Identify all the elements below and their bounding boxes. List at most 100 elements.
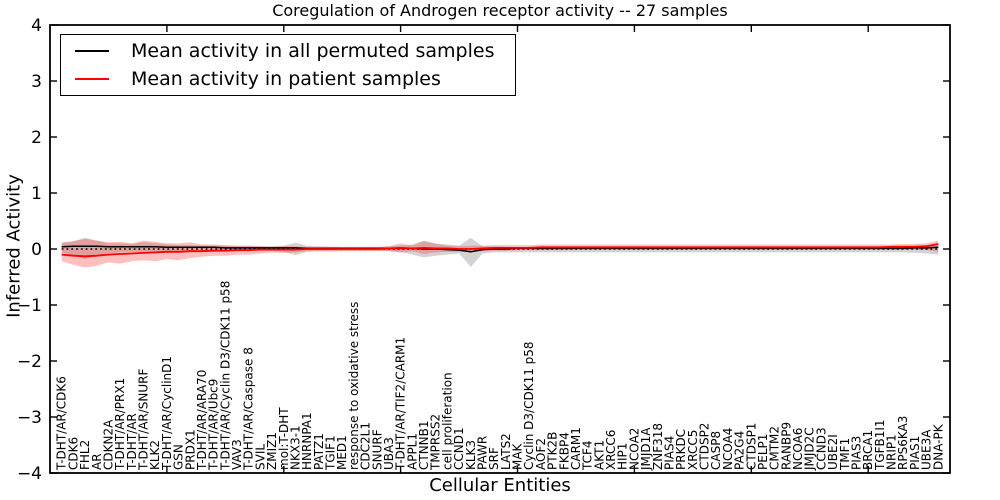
category-label: SNURF — [370, 429, 384, 470]
category-label: T-DHT/AR/Ubc9 — [207, 379, 221, 471]
category-label: NCOA4 — [721, 428, 735, 470]
category-label: UBE2I — [826, 434, 840, 470]
category-label: CCND1 — [452, 427, 466, 470]
category-label: TMPRSS2 — [429, 414, 443, 471]
chart-title: Coregulation of Androgen receptor activi… — [272, 1, 728, 20]
category-label: APPL1 — [405, 433, 419, 470]
y-tick-label: −4 — [17, 464, 42, 484]
mean-permuted-line — [61, 245, 939, 253]
category-label: UBA3 — [382, 437, 396, 470]
category-label: CTNNB1 — [417, 420, 431, 470]
category-label: MAK — [510, 442, 524, 470]
category-label: PIAS4 — [662, 436, 676, 470]
category-label: DNA-PK — [931, 423, 945, 470]
category-label: PRKDC — [674, 429, 688, 470]
category-label: LATS2 — [499, 433, 513, 470]
category-label: CTDSP1 — [744, 423, 758, 470]
category-label: JMJD1A — [639, 427, 653, 471]
category-label: Cyclin D3/CDK11 p58 — [522, 341, 536, 470]
y-tick-label: 2 — [31, 128, 42, 148]
category-label: TGIF1 — [323, 435, 337, 471]
category-label: KLK2 — [148, 440, 162, 470]
y-tick-label: 0 — [31, 240, 42, 260]
category-label: T-DHT/AR/CDK6 — [55, 376, 69, 471]
category-label: ZNF318 — [651, 423, 665, 470]
category-label: SRF — [487, 447, 501, 470]
category-label: T-DHT/AR/ARA70 — [195, 370, 209, 471]
y-tick-label: 4 — [31, 16, 42, 36]
category-label: PTK2B — [546, 432, 560, 470]
category-label: VAV3 — [230, 439, 244, 470]
category-label: GSN — [172, 444, 186, 470]
category-label: T-DHT/AR/Cyclin D3/CDK11 p58 — [218, 281, 232, 471]
category-label: PAWR — [475, 436, 489, 470]
category-label: T-DHT/AR/SNURF — [136, 369, 150, 472]
category-label: NCOA6 — [791, 428, 805, 470]
category-label: RPS6KA3 — [896, 416, 910, 470]
legend-label-patient: Mean activity in patient samples — [131, 67, 441, 90]
category-label: TCF4 — [581, 440, 595, 471]
category-label: UBE3A — [920, 429, 934, 470]
y-tick-label: −2 — [17, 352, 42, 372]
y-tick-label: −3 — [17, 408, 42, 428]
category-label: AKT1 — [592, 440, 606, 470]
x-axis-label: Cellular Entities — [429, 475, 571, 496]
category-label: HNRNPA1 — [300, 412, 314, 470]
category-label: TMF1 — [838, 438, 852, 471]
category-label: PELP1 — [756, 434, 770, 470]
y-tick-label: 3 — [31, 72, 42, 92]
category-label: PIAS1 — [908, 436, 922, 470]
category-label: NCOA2 — [627, 428, 641, 470]
category-label: BRCA1 — [861, 430, 875, 470]
category-label: cell proliferation — [440, 372, 454, 470]
category-label: FKBP4 — [557, 432, 571, 470]
legend-label-permuted: Mean activity in all permuted samples — [131, 40, 495, 63]
y-tick-label: −1 — [17, 296, 42, 316]
category-label: CDC2L1 — [359, 422, 373, 470]
category-label: PA2G4 — [733, 431, 747, 470]
category-label: CTDSP2 — [697, 423, 711, 470]
category-label: FHL2 — [78, 440, 92, 470]
category-label: XRCC5 — [686, 430, 700, 470]
category-label: CDKN2A — [101, 419, 115, 470]
category-label: MED1 — [335, 435, 349, 470]
category-label: AOF2 — [534, 438, 548, 470]
category-label: CASP8 — [709, 431, 723, 470]
y-tick-label: 1 — [31, 184, 42, 204]
category-label: KLK3 — [464, 440, 478, 470]
category-label: T-DHT/AR/CyclinD1 — [160, 356, 174, 471]
category-label: T-DHT/AR/Caspase 8 — [242, 347, 256, 471]
category-label: mol:T-DHT — [277, 407, 291, 470]
category-label: NRIP1 — [885, 434, 899, 470]
category-label: CARM1 — [569, 427, 583, 470]
patient-line-swatch — [75, 77, 109, 80]
legend-entry-permuted: Mean activity in all permuted samples — [75, 40, 515, 62]
category-label: PATZ1 — [312, 433, 326, 470]
category-label: PIAS3 — [849, 436, 863, 470]
category-label: TGFB1I1 — [873, 419, 887, 471]
category-label: T-DHT/AR — [125, 413, 139, 471]
category-label: CDK6 — [66, 437, 80, 470]
permuted-line-swatch — [75, 50, 109, 53]
category-label: JMJD2C — [803, 427, 817, 471]
patient-samples-range-band — [61, 238, 939, 268]
category-label: ZMIZ1 — [265, 432, 279, 470]
category-label: NKX3-1 — [288, 425, 302, 470]
legend: Mean activity in all permuted samples Me… — [60, 34, 516, 96]
category-label: T-DHT/AR/PRX1 — [113, 378, 127, 471]
category-label: HIP1 — [616, 443, 630, 470]
category-label: PRDX1 — [183, 429, 197, 470]
mean-patient-line — [61, 243, 939, 258]
category-label: CMTM2 — [768, 426, 782, 470]
category-label: XRCC6 — [604, 430, 618, 470]
permuted-samples-range-band — [61, 237, 939, 267]
category-label: T-DHT/AR/TIF2/CARM1 — [394, 337, 408, 471]
category-label: AR — [90, 453, 104, 470]
category-label: SVIL — [253, 444, 267, 470]
category-label: RANBP9 — [779, 422, 793, 470]
y-axis-label: Inferred Activity — [3, 174, 25, 318]
category-label: response to oxidative stress — [347, 302, 361, 470]
legend-entry-patient: Mean activity in patient samples — [75, 68, 515, 90]
